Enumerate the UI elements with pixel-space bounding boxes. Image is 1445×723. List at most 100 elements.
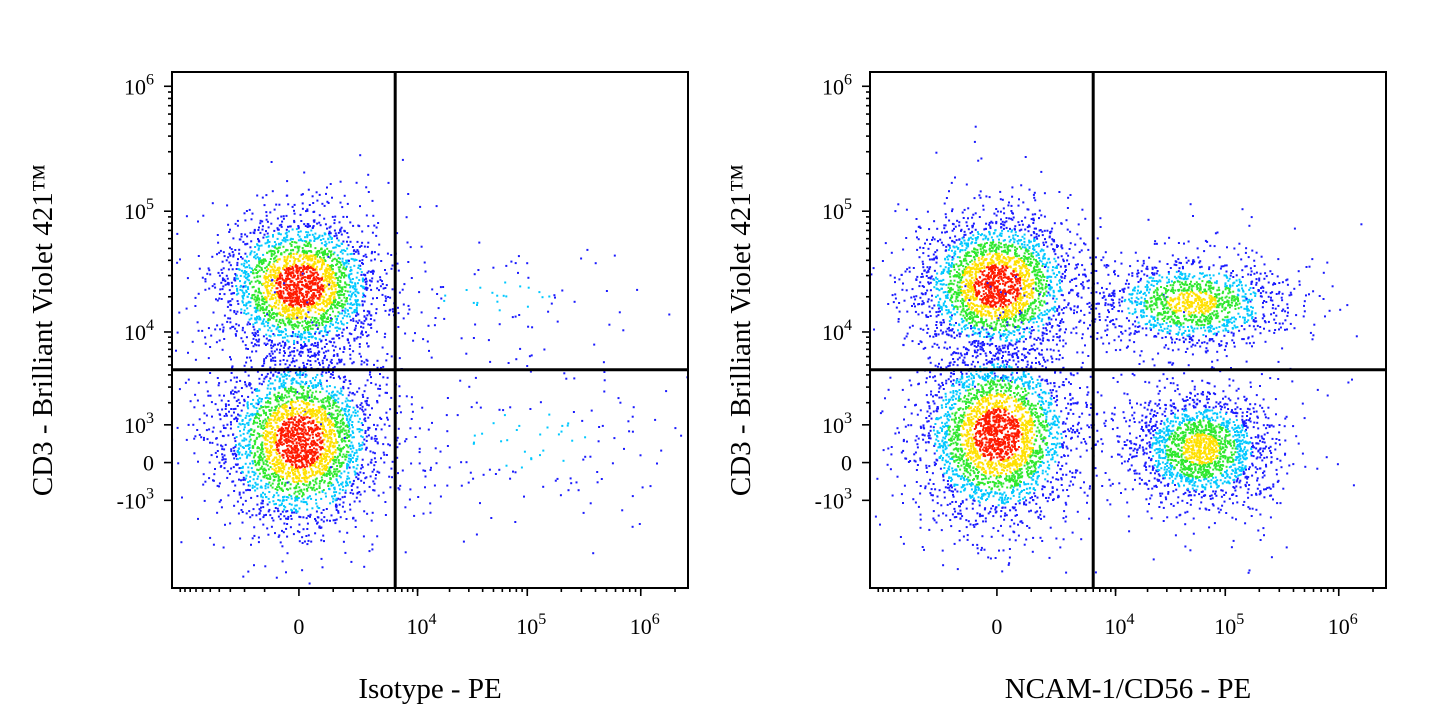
event-dot — [310, 399, 313, 402]
event-dot — [364, 430, 367, 432]
event-dot — [255, 413, 257, 416]
event-dot — [321, 301, 324, 304]
event-dot — [270, 350, 273, 353]
event-dot — [300, 220, 303, 222]
event-dot — [365, 435, 368, 438]
event-dot — [264, 285, 267, 288]
event-dot — [237, 324, 240, 327]
event-dot — [361, 447, 364, 450]
event-dot — [281, 385, 284, 388]
event-dot — [229, 228, 231, 231]
event-dot — [341, 290, 343, 293]
event-dot — [324, 452, 327, 455]
event-dot — [344, 281, 347, 284]
event-dot — [385, 359, 388, 362]
event-dot — [231, 389, 234, 392]
event-dot — [262, 499, 264, 502]
event-dot — [338, 284, 341, 287]
event-dot — [273, 280, 276, 283]
event-dot — [231, 365, 234, 368]
event-dot — [302, 392, 305, 395]
event-dot — [297, 310, 300, 313]
event-dot — [287, 307, 290, 310]
event-dot — [362, 255, 365, 258]
event-dot — [319, 268, 321, 271]
event-dot — [367, 225, 370, 228]
event-dot — [337, 327, 340, 330]
event-dot — [354, 526, 357, 528]
event-dot — [338, 337, 341, 340]
event-dot — [251, 297, 254, 300]
event-dot — [373, 468, 375, 471]
event-dot — [338, 289, 341, 292]
event-dot — [302, 270, 304, 273]
event-dot — [371, 231, 374, 234]
event-dot — [275, 461, 278, 464]
event-dot — [254, 257, 257, 260]
event-dot — [369, 314, 372, 317]
event-dot — [265, 305, 268, 308]
event-dot — [244, 252, 247, 255]
event-dot — [299, 230, 302, 233]
event-dot — [285, 261, 288, 264]
event-dot — [279, 292, 282, 295]
event-dot — [285, 510, 288, 513]
event-dot — [295, 289, 298, 291]
event-dot — [308, 396, 311, 399]
event-dot — [336, 260, 339, 263]
event-dot — [211, 285, 214, 288]
event-dot — [269, 514, 272, 517]
event-dot — [313, 220, 316, 223]
event-dot — [315, 510, 318, 513]
event-dot — [337, 322, 340, 325]
event-dot — [355, 181, 358, 184]
event-dot — [372, 489, 375, 492]
event-dot — [315, 251, 318, 254]
event-dot — [290, 379, 293, 382]
event-dot — [326, 412, 329, 415]
event-dot — [258, 257, 261, 260]
event-dot — [306, 266, 308, 269]
event-dot — [306, 488, 308, 490]
event-dot — [256, 253, 258, 256]
event-dot — [262, 461, 265, 464]
event-dot — [281, 375, 284, 378]
event-dot — [361, 393, 364, 396]
event-dot — [338, 426, 341, 429]
event-dot — [308, 316, 311, 319]
event-dot — [272, 317, 275, 320]
event-dot — [322, 401, 325, 404]
event-dot — [289, 471, 291, 474]
event-dot — [339, 516, 342, 519]
event-dot — [309, 399, 311, 402]
event-dot — [356, 304, 358, 307]
event-dot — [273, 334, 276, 337]
event-dot — [299, 274, 302, 277]
event-dot — [262, 472, 265, 475]
event-dot — [296, 495, 299, 498]
event-dot — [307, 385, 310, 388]
event-dot — [340, 322, 343, 325]
event-dot — [305, 302, 308, 304]
event-dot — [273, 284, 276, 287]
event-dot — [282, 245, 285, 248]
event-dot — [267, 473, 270, 476]
event-dot — [211, 255, 214, 258]
event-dot — [298, 259, 301, 262]
event-dot — [279, 286, 282, 289]
event-dot — [294, 473, 297, 476]
event-dot — [237, 258, 239, 261]
event-dot — [355, 324, 357, 327]
event-dot — [278, 462, 281, 465]
event-dot — [284, 280, 287, 283]
event-dot — [274, 507, 277, 509]
event-dot — [287, 321, 289, 324]
event-dot — [250, 387, 253, 390]
event-dot — [250, 359, 252, 362]
event-dot — [315, 279, 318, 282]
event-dot — [319, 257, 322, 260]
event-dot — [317, 308, 320, 311]
event-dot — [328, 601, 330, 603]
event-dot — [314, 344, 317, 347]
event-dot — [250, 317, 253, 320]
